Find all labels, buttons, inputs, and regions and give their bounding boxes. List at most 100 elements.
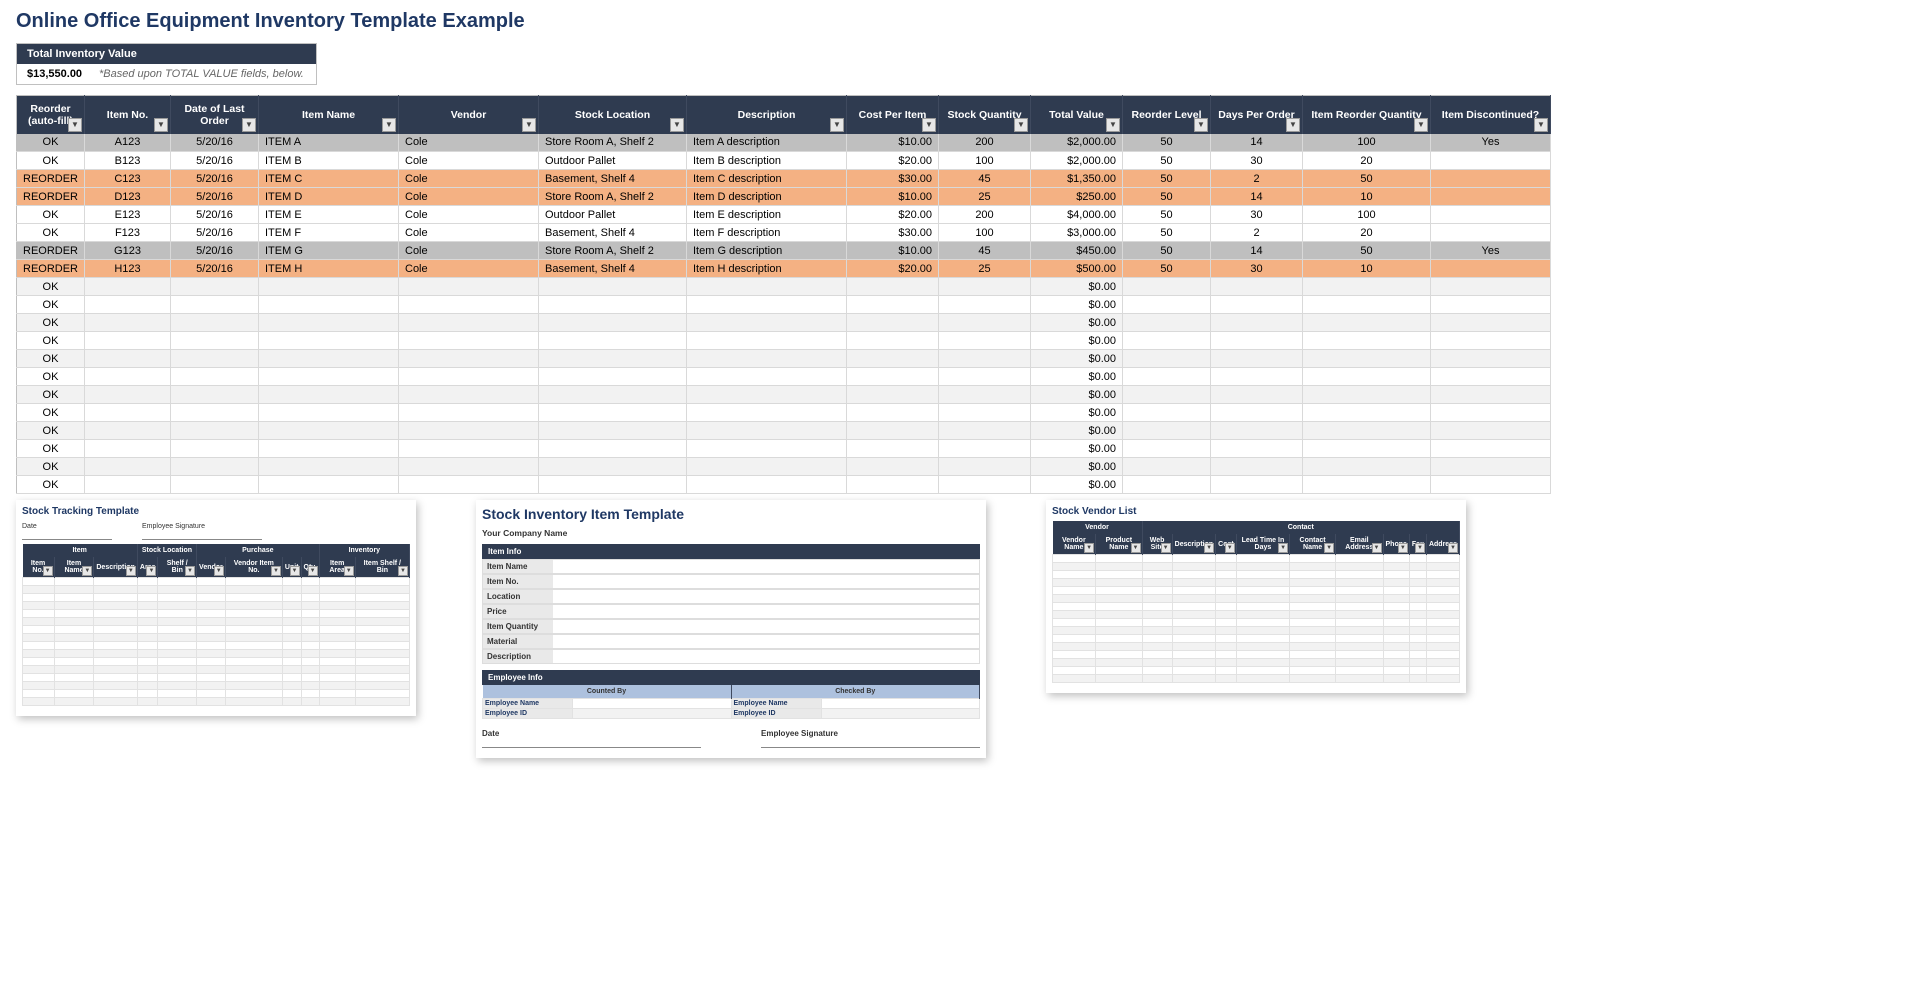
col-header-8[interactable]: Stock Quantity▼: [939, 96, 1031, 134]
table-cell[interactable]: $0.00: [1031, 404, 1123, 422]
table-cell[interactable]: Cole: [399, 242, 539, 260]
table-cell[interactable]: [847, 332, 939, 350]
table-cell[interactable]: [939, 368, 1031, 386]
table-cell[interactable]: 100: [939, 152, 1031, 170]
table-cell[interactable]: [687, 386, 847, 404]
table-cell[interactable]: [939, 386, 1031, 404]
table-cell[interactable]: [687, 332, 847, 350]
table-cell[interactable]: [687, 404, 847, 422]
table-cell[interactable]: [85, 440, 171, 458]
table-cell[interactable]: OK: [17, 350, 85, 368]
table-cell[interactable]: REORDER: [17, 188, 85, 206]
table-cell[interactable]: D123: [85, 188, 171, 206]
table-cell[interactable]: 14: [1211, 134, 1303, 152]
table-cell[interactable]: 200: [939, 206, 1031, 224]
table-cell[interactable]: Item H description: [687, 260, 847, 278]
table-cell[interactable]: [847, 422, 939, 440]
table-cell[interactable]: [1303, 440, 1431, 458]
filter-dropdown-icon[interactable]: ▼: [922, 118, 936, 132]
table-cell[interactable]: 5/20/16: [171, 242, 259, 260]
table-cell[interactable]: [1303, 296, 1431, 314]
table-cell[interactable]: 100: [1303, 206, 1431, 224]
table-cell[interactable]: $0.00: [1031, 278, 1123, 296]
table-cell[interactable]: $2,000.00: [1031, 134, 1123, 152]
col-header-6[interactable]: Description▼: [687, 96, 847, 134]
table-cell[interactable]: [687, 422, 847, 440]
table-cell[interactable]: [1431, 206, 1551, 224]
table-cell[interactable]: 20: [1303, 224, 1431, 242]
table-cell[interactable]: 100: [939, 224, 1031, 242]
table-cell[interactable]: [1123, 332, 1211, 350]
table-cell[interactable]: OK: [17, 404, 85, 422]
table-cell[interactable]: [1431, 476, 1551, 494]
table-cell[interactable]: [1211, 386, 1303, 404]
table-cell[interactable]: [399, 350, 539, 368]
table-cell[interactable]: REORDER: [17, 170, 85, 188]
table-cell[interactable]: [1431, 314, 1551, 332]
table-cell[interactable]: Item F description: [687, 224, 847, 242]
table-cell[interactable]: [1123, 440, 1211, 458]
table-cell[interactable]: [847, 350, 939, 368]
table-cell[interactable]: [939, 332, 1031, 350]
table-cell[interactable]: [1431, 458, 1551, 476]
table-cell[interactable]: [85, 368, 171, 386]
table-cell[interactable]: $20.00: [847, 206, 939, 224]
table-cell[interactable]: $10.00: [847, 134, 939, 152]
table-cell[interactable]: $0.00: [1031, 458, 1123, 476]
table-cell[interactable]: [1211, 422, 1303, 440]
table-cell[interactable]: $0.00: [1031, 440, 1123, 458]
col-header-5[interactable]: Stock Location▼: [539, 96, 687, 134]
table-cell[interactable]: [1123, 350, 1211, 368]
table-cell[interactable]: [1211, 368, 1303, 386]
table-cell[interactable]: [259, 350, 399, 368]
table-cell[interactable]: Item E description: [687, 206, 847, 224]
table-cell[interactable]: [847, 476, 939, 494]
table-cell[interactable]: Store Room A, Shelf 2: [539, 134, 687, 152]
table-cell[interactable]: [687, 458, 847, 476]
table-cell[interactable]: REORDER: [17, 260, 85, 278]
table-cell[interactable]: 2: [1211, 170, 1303, 188]
table-cell[interactable]: OK: [17, 332, 85, 350]
table-cell[interactable]: [539, 476, 687, 494]
col-header-10[interactable]: Reorder Level▼: [1123, 96, 1211, 134]
table-cell[interactable]: [847, 278, 939, 296]
filter-dropdown-icon[interactable]: ▼: [1286, 118, 1300, 132]
table-cell[interactable]: 5/20/16: [171, 152, 259, 170]
table-cell[interactable]: Cole: [399, 188, 539, 206]
table-cell[interactable]: [171, 296, 259, 314]
table-cell[interactable]: Store Room A, Shelf 2: [539, 242, 687, 260]
table-cell[interactable]: [85, 476, 171, 494]
table-cell[interactable]: [171, 404, 259, 422]
table-cell[interactable]: [1431, 350, 1551, 368]
filter-dropdown-icon[interactable]: ▼: [1414, 118, 1428, 132]
table-cell[interactable]: [1123, 278, 1211, 296]
table-cell[interactable]: [939, 440, 1031, 458]
table-cell[interactable]: B123: [85, 152, 171, 170]
table-cell[interactable]: [85, 296, 171, 314]
table-cell[interactable]: 5/20/16: [171, 170, 259, 188]
table-cell[interactable]: [847, 440, 939, 458]
table-cell[interactable]: [171, 314, 259, 332]
table-cell[interactable]: [939, 296, 1031, 314]
table-cell[interactable]: $20.00: [847, 152, 939, 170]
col-header-7[interactable]: Cost Per Item▼: [847, 96, 939, 134]
table-cell[interactable]: [687, 278, 847, 296]
table-cell[interactable]: 25: [939, 260, 1031, 278]
table-cell[interactable]: [1123, 404, 1211, 422]
table-cell[interactable]: OK: [17, 134, 85, 152]
table-cell[interactable]: [1211, 332, 1303, 350]
table-cell[interactable]: [687, 314, 847, 332]
table-cell[interactable]: OK: [17, 386, 85, 404]
table-cell[interactable]: ITEM G: [259, 242, 399, 260]
table-cell[interactable]: $500.00: [1031, 260, 1123, 278]
col-header-2[interactable]: Date of Last Order▼: [171, 96, 259, 134]
table-cell[interactable]: [85, 386, 171, 404]
table-cell[interactable]: [171, 440, 259, 458]
table-cell[interactable]: [1211, 278, 1303, 296]
table-cell[interactable]: [259, 314, 399, 332]
table-cell[interactable]: $0.00: [1031, 368, 1123, 386]
table-cell[interactable]: [939, 314, 1031, 332]
table-cell[interactable]: 50: [1303, 170, 1431, 188]
table-cell[interactable]: [399, 458, 539, 476]
table-cell[interactable]: [1211, 350, 1303, 368]
